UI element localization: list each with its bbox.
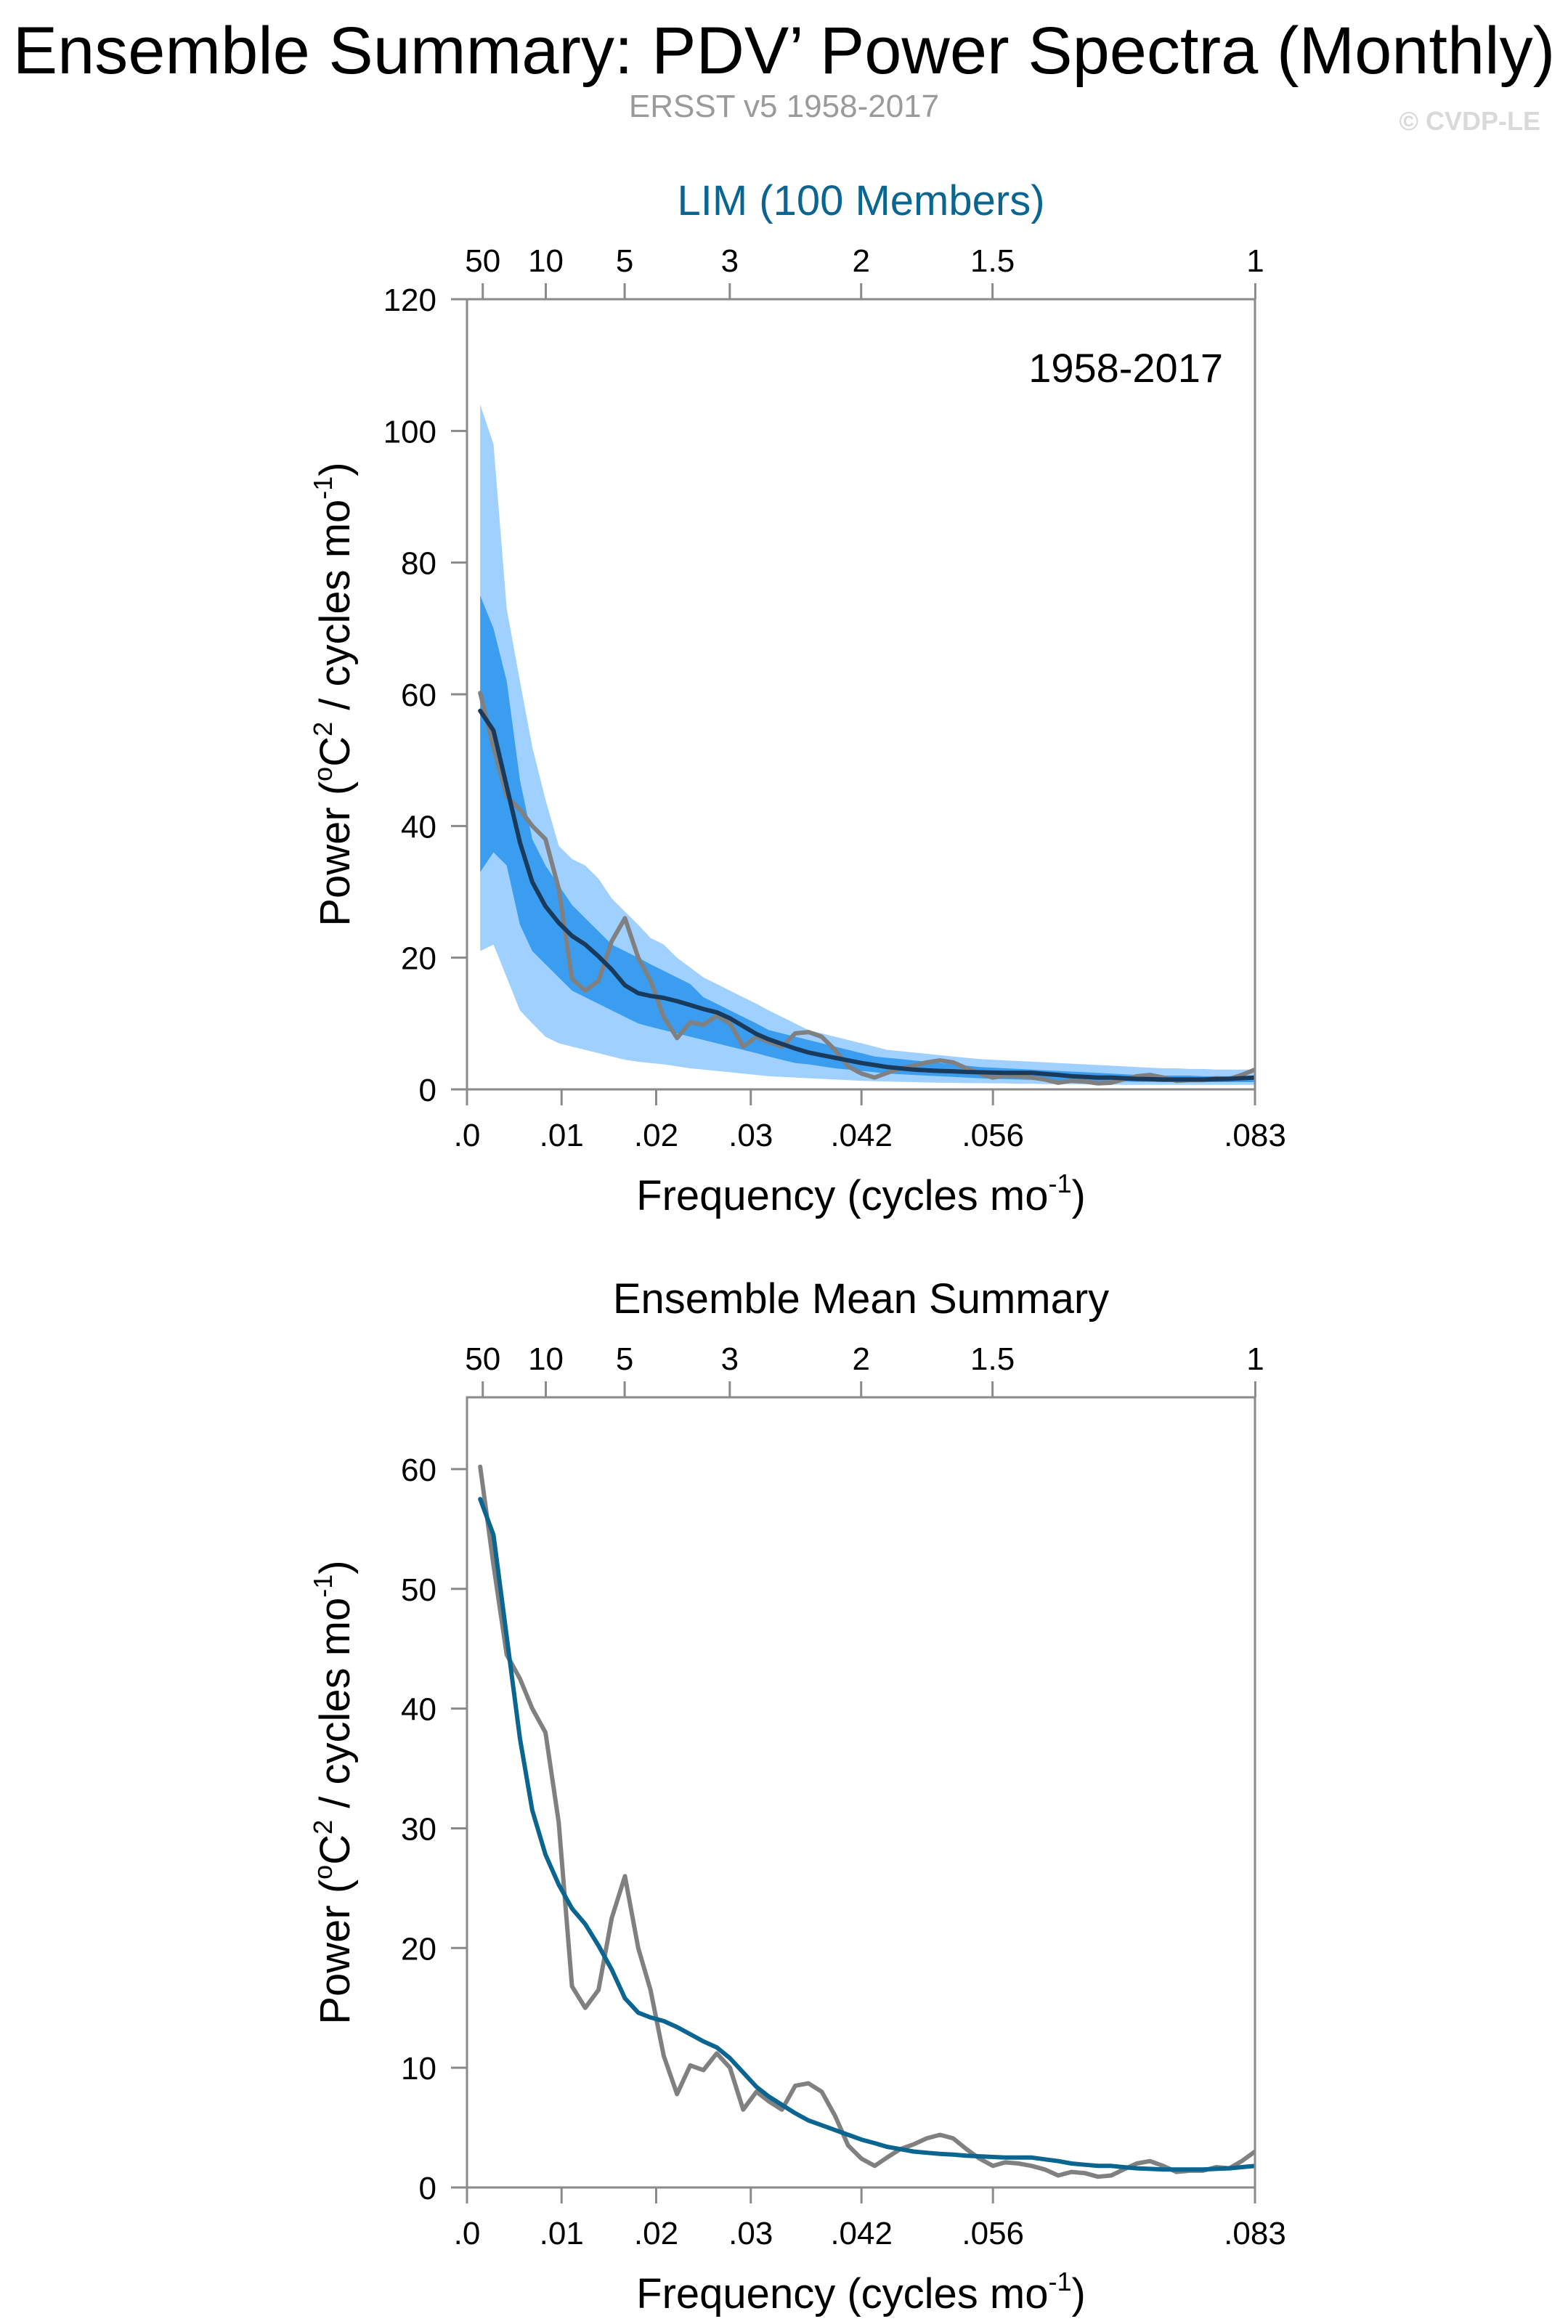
p2-top-tick-label: 3	[721, 1341, 739, 1377]
p2-x-tick-label: .03	[728, 2216, 773, 2251]
p2-x-tick-label: .02	[634, 2216, 678, 2251]
p2-x-tick-label: .042	[830, 2216, 893, 2251]
page-title: Ensemble Summary: PDV’ Power Spectra (Mo…	[12, 14, 1556, 88]
p2-x-tick-label: .056	[962, 2216, 1024, 2251]
p1-x-tick-label: .0	[454, 1118, 481, 1153]
p2-y-tick-label: 0	[419, 2171, 436, 2206]
p1-y-tick-label: 20	[401, 941, 436, 977]
p1-plot-area	[478, 405, 1255, 1086]
p1-x-tick-label: .042	[830, 1118, 893, 1153]
p2-y-tick-label: 60	[401, 1452, 436, 1488]
p1-panel-title: LIM (100 Members)	[677, 177, 1044, 224]
p1-top-tick-label: 2	[852, 243, 869, 279]
p2-y-tick-label: 30	[401, 1811, 436, 1847]
p1-top-tick-label: 5	[616, 243, 633, 279]
p1-x-tick-label: .01	[540, 1118, 584, 1153]
p1-y-tick-label: 80	[401, 546, 436, 582]
p1-top-tick-label: 3	[721, 243, 739, 279]
p1-y-axis-label: Power (oC2 / cycles mo-1)	[308, 462, 359, 926]
p2-x-axis-label: Frequency (cycles mo-1)	[636, 2267, 1086, 2317]
p1-year-annotation: 1958-2017	[1028, 345, 1223, 391]
p1-top-tick-label: 1.5	[970, 243, 1015, 279]
p2-top-tick-label: 10	[528, 1341, 564, 1377]
p1-x-tick-label: .083	[1224, 1118, 1286, 1153]
p1-y-tick-label: 40	[401, 809, 436, 845]
p2-x-tick-label: .0	[454, 2216, 481, 2251]
p1-outer-band	[480, 405, 1255, 1085]
p2-top-tick-label: 50	[465, 1341, 500, 1377]
p2-y-tick-label: 10	[401, 2051, 436, 2087]
p1-y-tick-label: 0	[419, 1073, 436, 1108]
p2-y-tick-label: 40	[401, 1692, 436, 1728]
p1-top-tick-label: 10	[528, 243, 564, 279]
p2-ensemble-mean-line	[478, 1497, 1255, 2172]
p2-x-tick-label: .083	[1224, 2216, 1286, 2251]
p2-y-tick-label: 20	[401, 1931, 436, 1967]
page-subtitle: ERSST v5 1958-2017	[628, 89, 940, 124]
p1-chart: 0 20 40 60 80 100 120 .0 .01 .02 .03 .042 .056 .083 50…	[308, 177, 1286, 1219]
p2-chart: 0 10 20 30 40 50 60 .0 .01 .02 .03 .042 .056 .083 50 10…	[308, 1275, 1286, 2317]
p2-y-tick-label: 50	[401, 1572, 436, 1608]
p2-top-tick-label: 2	[852, 1341, 869, 1377]
p1-top-tick-label: 50	[465, 243, 500, 279]
p2-y-axis-label: Power (oC2 / cycles mo-1)	[308, 1560, 359, 2024]
credit-watermark: © CVDP-LE	[1399, 106, 1540, 136]
p2-plot-area	[478, 1464, 1255, 2179]
p1-y-tick-label: 120	[383, 283, 436, 318]
p1-x-tick-label: .03	[728, 1118, 773, 1153]
p2-panel-title: Ensemble Mean Summary	[613, 1275, 1109, 1323]
p1-ensemble-mean-line	[478, 708, 1255, 1082]
p1-top-tick-label: 1	[1246, 243, 1264, 279]
p2-observed-line	[478, 1464, 1255, 2179]
p2-top-tick-label: 5	[616, 1341, 633, 1377]
p2-top-tick-label: 1	[1246, 1341, 1264, 1377]
p1-x-axis-label: Frequency (cycles mo-1)	[636, 1169, 1086, 1219]
p2-top-tick-label: 1.5	[970, 1341, 1015, 1377]
p1-x-tick-label: .056	[962, 1118, 1024, 1153]
p1-y-tick-label: 60	[401, 678, 436, 713]
p1-x-tick-label: .02	[634, 1118, 678, 1153]
p1-y-tick-label: 100	[383, 414, 436, 450]
p2-plot-frame	[466, 1396, 1256, 2189]
p2-x-tick-label: .01	[540, 2216, 584, 2251]
